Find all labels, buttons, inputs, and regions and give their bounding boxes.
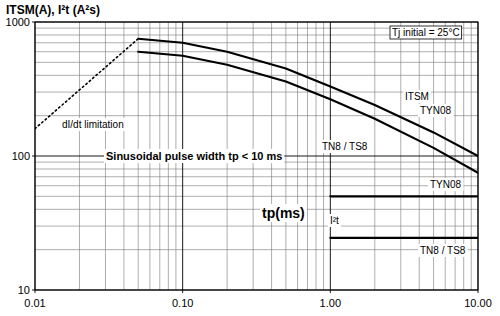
series-lines	[35, 39, 478, 238]
minor-grid-line	[35, 42, 478, 43]
series-label: TYN08	[420, 105, 452, 116]
x-tick-label: 10.00	[464, 297, 492, 309]
minor-grid-line	[35, 209, 478, 210]
annotation: Tj initial = 25°C	[392, 27, 460, 38]
annotation: ITSM	[405, 91, 429, 102]
annotation-bg	[104, 149, 284, 163]
annotation-bg	[328, 214, 341, 227]
annotation-bg	[390, 26, 462, 39]
y-tick-label: 10	[18, 284, 30, 296]
annotation-bg	[403, 90, 431, 103]
annotations: TYN08 TN8 / TS8 TYN08 TN8 / TS8 dI/dt limita…	[60, 26, 468, 257]
minor-grid-line	[35, 185, 478, 186]
x-axis-label-bg	[260, 204, 307, 222]
series-label-bg	[428, 178, 464, 191]
series-label-bg	[418, 104, 454, 117]
series-label: TYN08	[430, 179, 462, 190]
series-label: dI/dt limitation	[62, 119, 124, 130]
minor-grid-line	[35, 51, 478, 52]
series-label-bg	[418, 244, 468, 257]
x-tick-label: 1.00	[320, 297, 341, 309]
minor-grid-line	[35, 168, 478, 169]
x-tick-label: 0.10	[172, 297, 193, 309]
minor-grid-line	[35, 226, 478, 227]
series-label-bg	[60, 118, 126, 131]
minor-grid-line	[35, 249, 478, 250]
y-tick-label: 1000	[6, 16, 30, 28]
series-line	[138, 52, 478, 173]
series-line	[35, 39, 138, 129]
y-tick-label: 100	[12, 150, 30, 162]
minor-grid-line	[35, 196, 478, 197]
series-label-bg	[320, 140, 370, 153]
minor-grid-line	[35, 115, 478, 116]
series-line	[330, 195, 478, 197]
minor-grid-line	[35, 176, 478, 177]
x-tick-label: 0.01	[24, 297, 45, 309]
series-label: TN8 / TS8	[322, 141, 368, 152]
axes: 0.01 0.10 1.00 10.00 10 100 1000	[6, 16, 492, 309]
annotation: I²t	[330, 215, 339, 226]
series-label: TN8 / TS8	[420, 245, 466, 256]
y-axis-label: ITSM(A), I²t (A²s)	[6, 3, 100, 17]
annotation: Sinusoidal pulse width tp < 10 ms	[106, 150, 282, 162]
series-line	[330, 237, 478, 239]
minor-grid-line	[35, 75, 478, 76]
minor-grid-line	[35, 62, 478, 63]
plot-frame	[35, 22, 478, 290]
x-axis-label: tp(ms)	[262, 205, 305, 221]
background	[0, 0, 500, 316]
chart: 0.01 0.10 1.00 10.00 10 100 1000 TYN08 TN8 / TS8…	[0, 0, 500, 316]
x-grid-line	[330, 22, 331, 293]
